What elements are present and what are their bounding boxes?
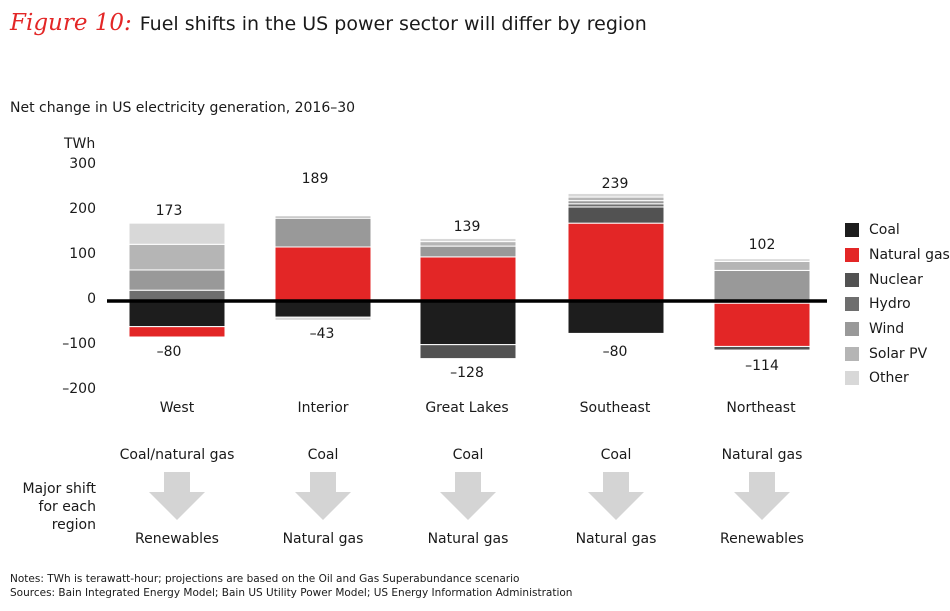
legend-label: Natural gas: [869, 247, 950, 264]
down-arrow-icon: [440, 472, 496, 520]
figure-title: Figure 10: Fuel shifts in the US power s…: [10, 10, 647, 36]
legend-item-coal: Coal: [845, 218, 950, 243]
bar-segment-natural-gas: [274, 246, 372, 302]
negative-total-label: –128: [450, 365, 484, 381]
down-arrow-icon: [588, 472, 644, 520]
positive-total-label: 102: [748, 237, 776, 253]
down-arrow-icon: [295, 472, 351, 520]
negative-total-label: –80: [602, 344, 628, 360]
shift-from-northeast: Natural gas: [721, 447, 803, 463]
legend-swatch: [845, 248, 859, 263]
bar-segment-solar-pv: [567, 196, 665, 202]
legend-swatch: [845, 371, 859, 386]
bar-segment-nuclear: [419, 344, 517, 360]
down-arrow-icon: [734, 472, 790, 520]
region-label-interior: Interior: [297, 400, 349, 416]
legend-swatch: [845, 272, 859, 287]
bar-segment-solar-pv: [274, 215, 372, 219]
bar-segment-solar-pv: [128, 243, 226, 271]
legend-item-other: Other: [845, 366, 950, 391]
region-label-northeast: Northeast: [726, 400, 796, 416]
shift-to-great-lakes: Natural gas: [427, 531, 509, 547]
bar-segment-coal: [419, 300, 517, 346]
shift-to-northeast: Renewables: [720, 531, 804, 547]
bar-segment-coal: [274, 300, 372, 318]
legend-label: Nuclear: [869, 271, 923, 288]
bar-segment-wind: [274, 217, 372, 248]
y-tick-label: –100: [62, 336, 96, 352]
legend-item-nuclear: Nuclear: [845, 267, 950, 292]
region-label-southeast: Southeast: [579, 400, 651, 416]
bar-segment-wind: [419, 245, 517, 258]
bar-segment-natural-gas: [567, 222, 665, 302]
shift-to-interior: Natural gas: [282, 531, 364, 547]
bar-segment-other: [713, 258, 811, 262]
positive-total-label: 189: [301, 171, 329, 187]
bar-segment-wind: [713, 269, 811, 301]
legend-label: Solar PV: [869, 345, 928, 362]
chart-legend: Coal Natural gas Nuclear Hydro Wind Sola…: [845, 218, 950, 391]
shift-from-interior: Coal: [307, 447, 339, 463]
y-tick-label: 200: [69, 201, 96, 217]
figure-label: Figure 10:: [10, 10, 132, 36]
y-tick-label: 100: [69, 246, 96, 262]
notes-line: Notes: TWh is terawatt-hour; projections…: [10, 573, 520, 585]
y-tick-label: –200: [62, 381, 96, 397]
legend-label: Other: [869, 370, 909, 387]
bar-segment-natural-gas: [128, 326, 226, 338]
legend-swatch: [845, 346, 859, 361]
figure-heading: Fuel shifts in the US power sector will …: [139, 13, 647, 35]
shift-to-southeast: Natural gas: [575, 531, 657, 547]
bar-segment-coal: [567, 300, 665, 334]
bar-segment-wind: [128, 269, 226, 291]
legend-item-solar-pv: Solar PV: [845, 341, 950, 366]
bar-segment-nuclear: [567, 206, 665, 224]
region-label-great-lakes: Great Lakes: [425, 400, 509, 416]
shift-caption: Major shift for each region: [22, 481, 96, 533]
y-axis-unit: TWh: [64, 136, 96, 152]
legend-label: Coal: [869, 222, 900, 239]
legend-item-natural-gas: Natural gas: [845, 243, 950, 268]
y-tick-label: 0: [87, 291, 96, 307]
sources-line: Sources: Bain Integrated Energy Model; B…: [10, 587, 573, 599]
bar-segment-solar-pv: [419, 241, 517, 247]
negative-total-label: –114: [745, 358, 779, 374]
bar-segment-nuclear: [713, 345, 811, 351]
negative-total-label: –43: [309, 326, 335, 342]
bar-segment-hydro: [128, 289, 226, 301]
y-tick-label: 300: [69, 156, 96, 172]
bar-segment-other: [419, 237, 517, 243]
legend-swatch: [845, 322, 859, 337]
legend-swatch: [845, 297, 859, 312]
bar-segment-other: [274, 316, 372, 321]
shift-from-great-lakes: Coal: [452, 447, 484, 463]
shift-from-southeast: Coal: [600, 447, 632, 463]
bar-segment-other: [128, 222, 226, 245]
chart-subtitle: Net change in US electricity generation,…: [10, 100, 356, 116]
bar-segment-other: [567, 192, 665, 198]
legend-label: Wind: [869, 321, 905, 338]
negative-total-label: –80: [156, 344, 182, 360]
legend-swatch: [845, 223, 859, 238]
shift-from-west: Coal/natural gas: [119, 447, 235, 463]
bar-segment-coal: [128, 300, 226, 328]
chart-notes: Notes: TWh is terawatt-hour; projections…: [10, 572, 572, 600]
positive-total-label: 239: [601, 176, 629, 192]
legend-item-hydro: Hydro: [845, 292, 950, 317]
bar-segment-solar-pv: [713, 260, 811, 271]
bar-segment-natural-gas: [419, 256, 517, 302]
bar-segment-natural-gas: [713, 302, 811, 347]
shift-to-west: Renewables: [135, 531, 219, 547]
positive-total-label: 139: [453, 219, 481, 235]
legend-label: Hydro: [869, 296, 911, 313]
legend-item-wind: Wind: [845, 317, 950, 342]
down-arrow-icon: [149, 472, 205, 520]
positive-total-label: 173: [155, 203, 183, 219]
region-label-west: West: [159, 400, 195, 416]
